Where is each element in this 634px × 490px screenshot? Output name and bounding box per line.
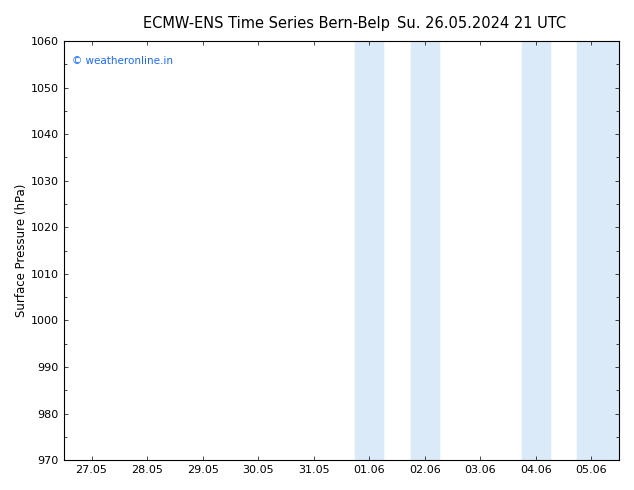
Bar bbox=[355, 41, 383, 460]
Bar bbox=[411, 41, 439, 460]
Bar bbox=[578, 41, 619, 460]
Bar bbox=[522, 41, 550, 460]
Text: ECMW-ENS Time Series Bern-Belp: ECMW-ENS Time Series Bern-Belp bbox=[143, 16, 390, 31]
Text: © weatheronline.in: © weatheronline.in bbox=[72, 56, 173, 66]
Y-axis label: Surface Pressure (hPa): Surface Pressure (hPa) bbox=[15, 184, 28, 318]
Text: Su. 26.05.2024 21 UTC: Su. 26.05.2024 21 UTC bbox=[398, 16, 566, 31]
